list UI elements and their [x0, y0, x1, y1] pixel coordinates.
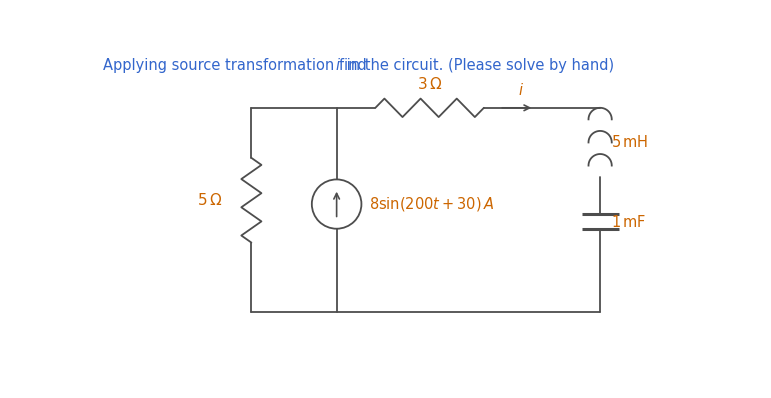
Text: $3\,\Omega$: $3\,\Omega$: [417, 76, 443, 92]
Text: $8\sin(200t+30)\,A$: $8\sin(200t+30)\,A$: [369, 195, 494, 213]
Text: Applying source transformation find: Applying source transformation find: [103, 58, 371, 73]
Text: $1\,\mathrm{mF}$: $1\,\mathrm{mF}$: [611, 214, 646, 230]
Text: i: i: [335, 58, 339, 73]
Text: $5\,\mathrm{mH}$: $5\,\mathrm{mH}$: [611, 135, 648, 150]
Text: $5\,\Omega$: $5\,\Omega$: [197, 192, 222, 208]
Text: $i$: $i$: [517, 82, 524, 98]
Text: in the circuit. (Please solve by hand): in the circuit. (Please solve by hand): [342, 58, 614, 73]
